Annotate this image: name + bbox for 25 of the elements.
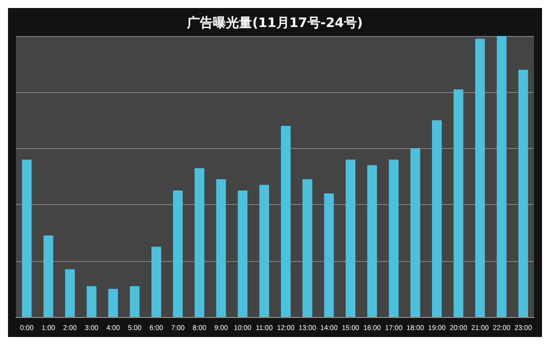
- bar: [238, 190, 248, 317]
- chart-title: 广告曝光量(11月17号-24号): [186, 15, 363, 31]
- bar: [280, 126, 291, 317]
- bar: [324, 193, 334, 317]
- bar: [454, 89, 464, 317]
- bar: [173, 190, 183, 317]
- bar: [259, 184, 270, 317]
- bar: [346, 160, 356, 317]
- bar: [108, 288, 118, 317]
- bar: [302, 179, 312, 317]
- bar: [388, 160, 399, 317]
- bar: [130, 286, 140, 317]
- bar: [65, 269, 75, 317]
- bar: [44, 236, 54, 317]
- bar: [367, 165, 377, 317]
- bar: [216, 179, 226, 317]
- bar: [410, 148, 420, 317]
- bar: [518, 70, 528, 317]
- bar: [151, 246, 162, 317]
- bar: [496, 36, 506, 317]
- bar: [475, 38, 485, 317]
- bar: [86, 286, 96, 317]
- bar: [22, 160, 32, 317]
- bar: [432, 120, 442, 317]
- bar: [194, 168, 204, 317]
